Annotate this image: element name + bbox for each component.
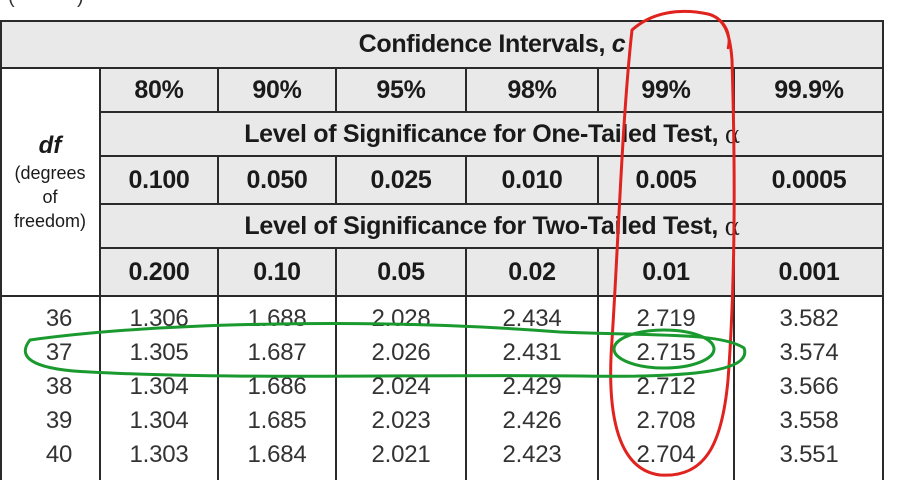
- t-value-cell: 2.026: [371, 339, 431, 366]
- grid-line: [100, 203, 884, 205]
- two-tailed-value: 0.01: [642, 257, 690, 286]
- header-band-levels: [100, 68, 884, 296]
- grid-line: [465, 68, 467, 112]
- grid-line: [733, 156, 735, 204]
- df-label-line: of: [42, 187, 58, 207]
- grid-line: [465, 156, 467, 204]
- confidence-level-98: 98%: [507, 75, 557, 104]
- t-value-cell: 1.304: [129, 407, 189, 434]
- t-value-cell: 1.688: [247, 305, 307, 332]
- df-label-line: (degrees: [14, 163, 86, 183]
- t-value-cell: 1.305: [129, 339, 189, 366]
- grid-line: [335, 68, 337, 112]
- t-value-cell: 2.708: [636, 407, 696, 434]
- t-value-cell: 3.574: [779, 339, 839, 366]
- grid-line: [0, 295, 884, 297]
- grid-line: [597, 156, 599, 204]
- grid-line: [100, 111, 884, 113]
- two-tailed-value: 0.001: [778, 257, 840, 286]
- t-value-cell: 2.434: [502, 305, 562, 332]
- one-tailed-value: 0.050: [246, 165, 308, 194]
- t-value-cell: 3.566: [779, 373, 839, 400]
- one-tailed-value: 0.010: [501, 165, 563, 194]
- t-value-cell: 2.431: [502, 339, 562, 366]
- grid-line: [0, 67, 884, 69]
- grid-line: [733, 68, 735, 112]
- t-value-cell: 2.426: [502, 407, 562, 434]
- t-value-cell: 2.715: [636, 339, 696, 366]
- confidence-level-99: 99%: [641, 75, 691, 104]
- one-tailed-title: Level of Significance for One-Tailed Tes…: [100, 112, 884, 156]
- one-tailed-title-text: Level of Significance for One-Tailed Tes…: [244, 119, 719, 148]
- grid-line: [217, 156, 219, 204]
- df-cell: 39: [45, 407, 73, 434]
- grid-line: [100, 155, 884, 157]
- confidence-title-text: Confidence Intervals,: [358, 29, 606, 58]
- alpha-icon: α: [724, 211, 740, 241]
- two-tailed-value: 0.02: [508, 257, 556, 286]
- two-tailed-value: 0.10: [253, 257, 301, 286]
- grid-line: [882, 20, 884, 480]
- one-tailed-value: 0.100: [128, 165, 190, 194]
- t-value-cell: 2.024: [371, 373, 431, 400]
- confidence-level-95: 95%: [376, 75, 426, 104]
- df-label-line: freedom): [13, 211, 87, 231]
- one-tailed-value: 0.005: [635, 165, 697, 194]
- t-value-cell: 2.704: [636, 441, 696, 468]
- t-value-cell: 2.023: [371, 407, 431, 434]
- two-tailed-value: 0.200: [128, 257, 190, 286]
- grid-line: [217, 68, 219, 112]
- t-value-cell: 1.686: [247, 373, 307, 400]
- t-value-cell: 2.423: [502, 441, 562, 468]
- t-value-cell: 3.558: [779, 407, 839, 434]
- confidence-var: c: [611, 29, 626, 58]
- df-label: df: [38, 132, 62, 159]
- t-value-cell: 1.306: [129, 305, 189, 332]
- confidence-level-90: 90%: [252, 75, 302, 104]
- t-value-cell: 2.429: [502, 373, 562, 400]
- grid-line: [0, 20, 884, 22]
- t-value-cell: 1.304: [129, 373, 189, 400]
- t-value-cell: 1.687: [247, 339, 307, 366]
- t-value-cell: 3.582: [779, 305, 839, 332]
- grid-line: [0, 20, 2, 480]
- t-value-cell: 1.684: [247, 441, 307, 468]
- header-band-confidence: [0, 20, 884, 68]
- t-value-cell: 2.028: [371, 305, 431, 332]
- grid-line: [597, 68, 599, 112]
- t-value-cell: 1.303: [129, 441, 189, 468]
- alpha-icon: α: [724, 119, 740, 149]
- grid-line: [335, 156, 337, 204]
- grid-line: [99, 68, 101, 480]
- one-tailed-value: 0.025: [370, 165, 432, 194]
- one-tailed-value: 0.0005: [771, 165, 847, 194]
- confidence-intervals-title: Confidence Intervals, c: [100, 20, 884, 68]
- two-tailed-title: Level of Significance for Two-Tailed Tes…: [100, 204, 884, 248]
- two-tailed-value: 0.05: [377, 257, 425, 286]
- t-distribution-table: Confidence Intervals, c 80% 90% 95% 98% …: [0, 20, 884, 480]
- df-label-block: df (degrees of freedom): [0, 68, 100, 296]
- t-value-cell: 2.712: [636, 373, 696, 400]
- grid-line: [100, 247, 884, 249]
- confidence-level-99-9: 99.9%: [774, 75, 844, 104]
- cropped-top-text: (--------): [8, 0, 85, 9]
- confidence-level-80: 80%: [134, 75, 184, 104]
- t-value-cell: 3.551: [779, 441, 839, 468]
- df-cell: 40: [45, 441, 73, 468]
- t-value-cell: 2.021: [371, 441, 431, 468]
- t-value-cell: 1.685: [247, 407, 307, 434]
- two-tailed-title-text: Level of Significance for Two-Tailed Tes…: [244, 211, 719, 240]
- t-value-cell: 2.719: [636, 305, 696, 332]
